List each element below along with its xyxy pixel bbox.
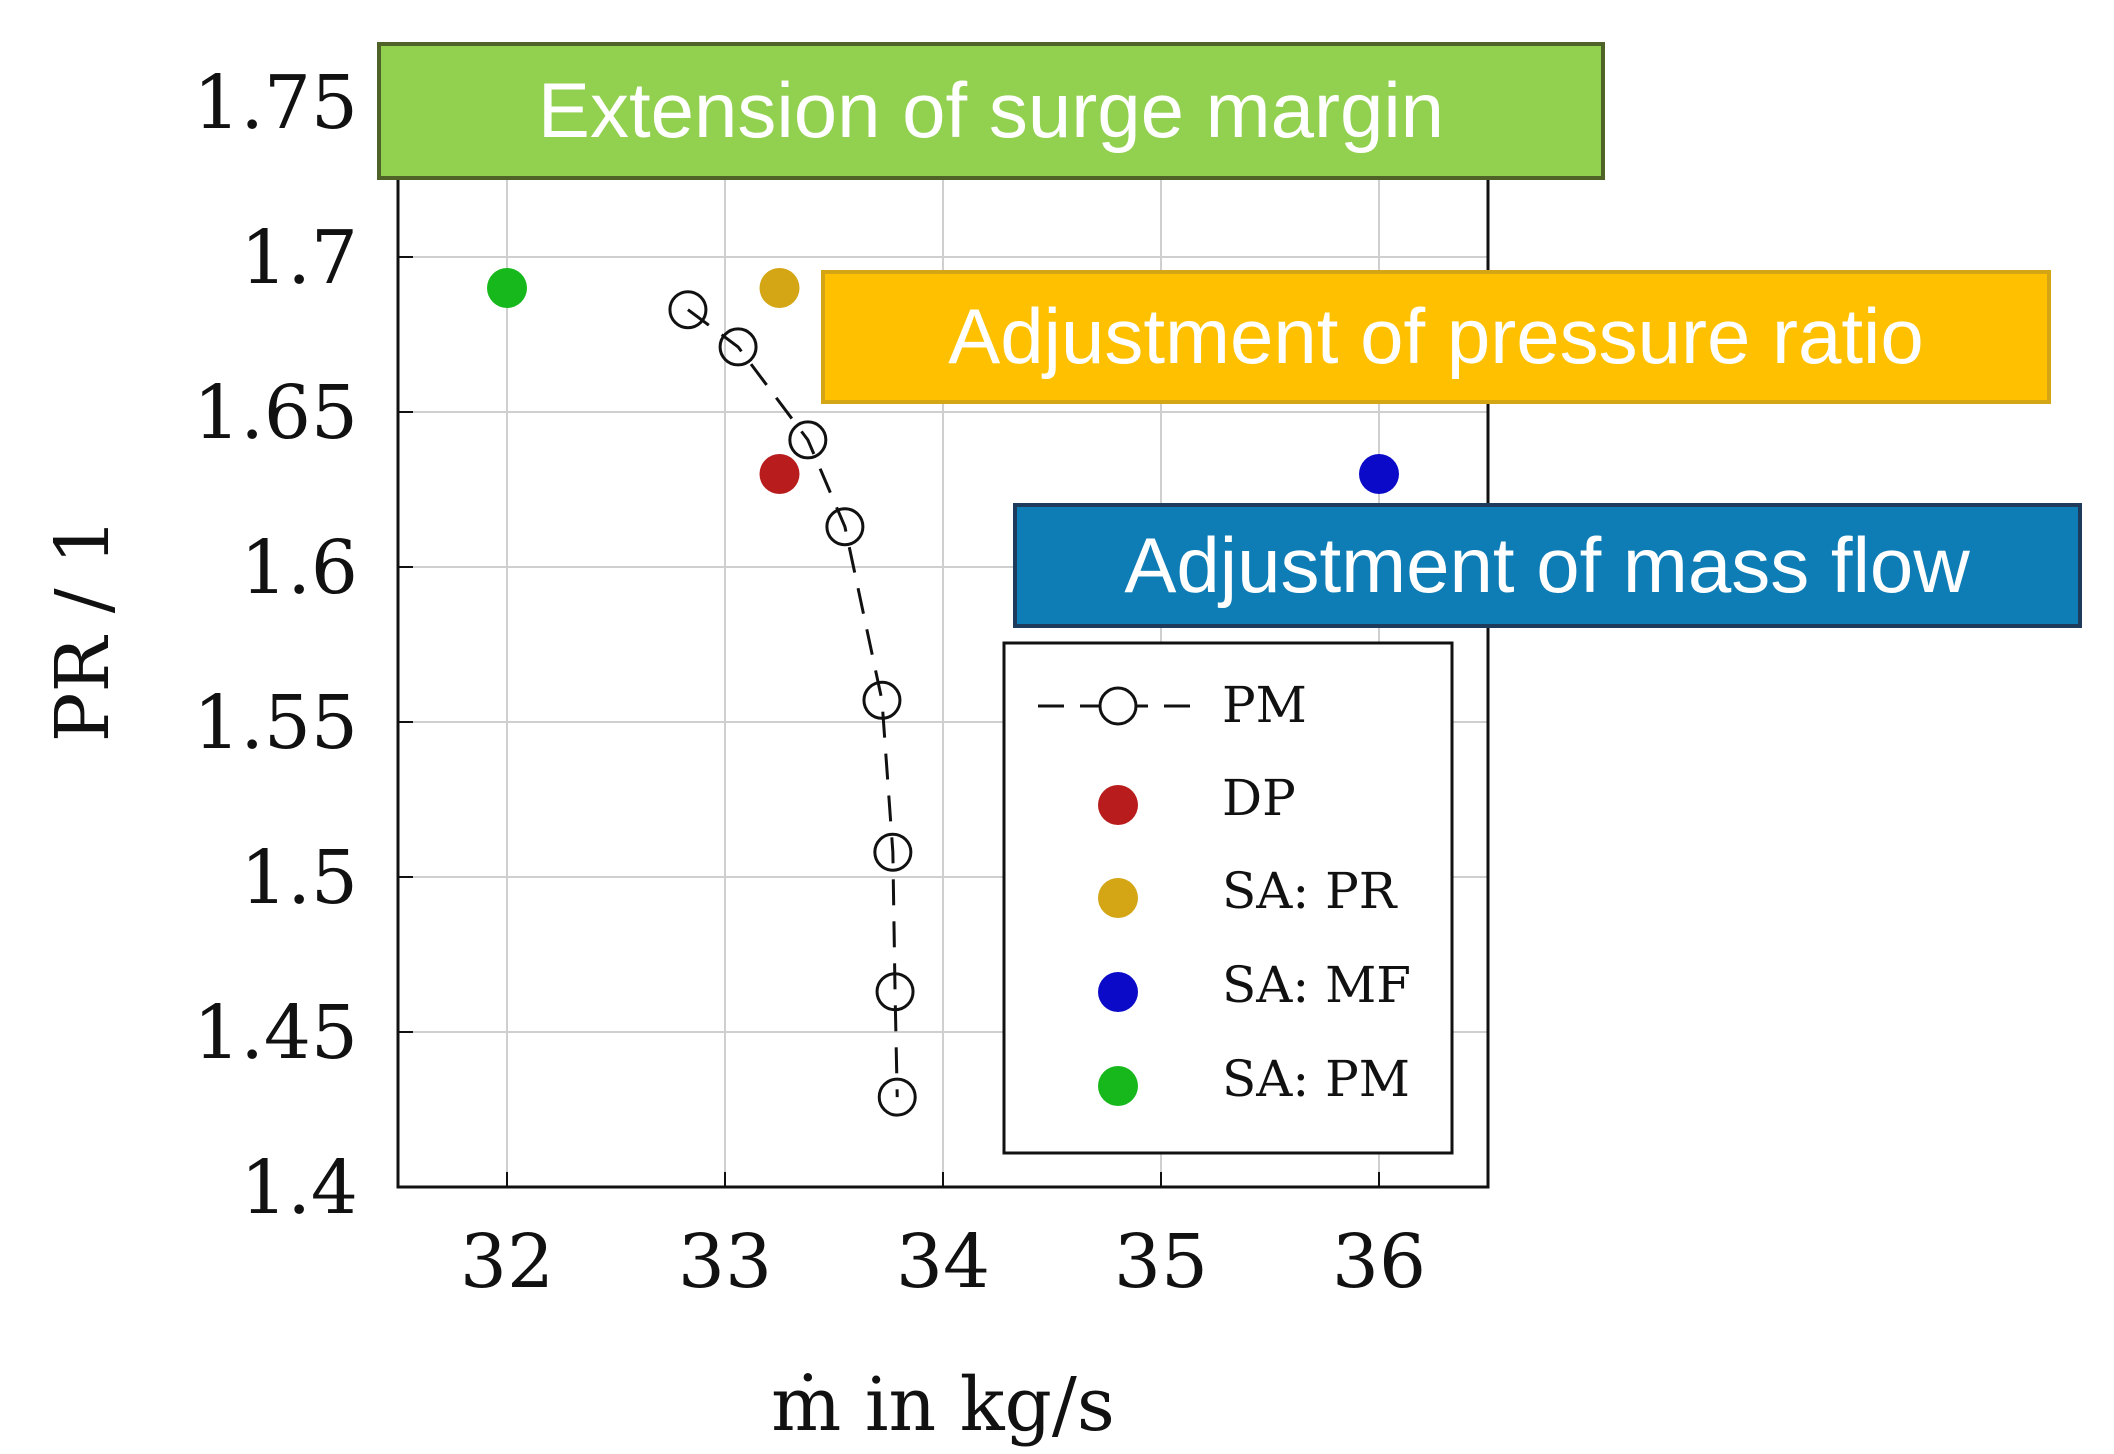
x-tick-label: 32 [460, 1219, 554, 1305]
banner-surge-margin: Extension of surge margin [377, 42, 1605, 180]
y-tick-label: 1.6 [240, 525, 358, 611]
y-tick-label: 1.65 [193, 370, 358, 456]
legend-label: DP [1222, 769, 1296, 827]
y-tick-label: 1.45 [193, 990, 358, 1076]
banner-surge-margin-label: Extension of surge margin [538, 66, 1444, 154]
x-tick-label: 34 [896, 1219, 990, 1305]
banner-mass-flow: Adjustment of mass flow [1013, 503, 2082, 628]
pm-point [873, 832, 913, 872]
legend-marker [1098, 1066, 1138, 1106]
pm-point [862, 680, 902, 720]
y-tick-label: 1.4 [240, 1145, 358, 1231]
banner-surge-margin-box [377, 42, 1605, 180]
legend-label: SA: PR [1222, 862, 1398, 920]
series-pm-line [687, 308, 899, 1098]
banner-mass-flow-label: Adjustment of mass flow [1124, 521, 1970, 609]
y-tick-label: 1.55 [193, 680, 358, 766]
point-sa-pm [487, 268, 527, 308]
legend-marker [1098, 972, 1138, 1012]
banner-pressure-ratio-box [821, 270, 2051, 404]
y-tick-label: 1.5 [240, 835, 358, 921]
legend-label: SA: MF [1222, 956, 1411, 1014]
pm-point [668, 290, 708, 330]
pm-point [877, 1077, 917, 1117]
legend-label: PM [1222, 676, 1307, 734]
x-tick-label: 35 [1114, 1219, 1208, 1305]
legend-marker [1098, 785, 1138, 825]
x-axis-title: ṁ in kg/s [771, 1362, 1115, 1448]
legend-marker [1098, 878, 1138, 918]
legend-pm-marker [1098, 686, 1138, 726]
annotation-banners: Extension of surge margin Adjustment of … [377, 42, 2082, 628]
x-axis-ticks: 32 33 34 35 36 [460, 1172, 1426, 1305]
legend-box [1002, 641, 1454, 1155]
legend: PM DP SA: PR SA: MF SA: PM [1002, 641, 1454, 1155]
x-tick-label: 33 [678, 1219, 772, 1305]
pm-point [825, 507, 865, 547]
point-dp [759, 454, 800, 494]
pm-point [788, 420, 828, 460]
x-tick-label: 36 [1332, 1219, 1426, 1305]
point-sa-mf [1359, 454, 1399, 494]
pm-point [875, 972, 915, 1012]
point-sa-pr [759, 268, 800, 308]
banner-pressure-ratio: Adjustment of pressure ratio [821, 270, 2051, 404]
y-axis-title: PR / 1 [40, 518, 126, 743]
legend-label: SA: PM [1222, 1050, 1410, 1108]
banner-mass-flow-box [1013, 503, 2082, 628]
y-axis-ticks: 1.4 1.45 1.5 1.55 1.6 1.65 1.7 1.75 [193, 60, 413, 1231]
y-tick-label: 1.75 [193, 60, 358, 146]
banner-pressure-ratio-label: Adjustment of pressure ratio [948, 292, 1923, 380]
data-series [487, 268, 1399, 1117]
y-tick-label: 1.7 [240, 215, 358, 301]
pm-point [718, 327, 758, 367]
